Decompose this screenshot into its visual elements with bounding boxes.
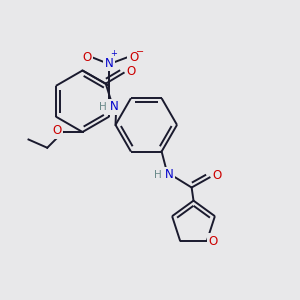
Text: O: O [52,124,62,137]
Text: O: O [209,235,218,248]
Text: O: O [126,65,136,78]
Text: N: N [105,57,113,70]
Text: N: N [110,100,118,113]
Text: +: + [111,49,117,58]
Text: H: H [99,102,106,112]
Text: N: N [164,168,173,181]
Text: O: O [82,51,91,64]
Text: O: O [129,51,138,64]
Text: O: O [212,169,221,182]
Text: H: H [154,170,162,180]
Text: −: − [136,47,144,57]
